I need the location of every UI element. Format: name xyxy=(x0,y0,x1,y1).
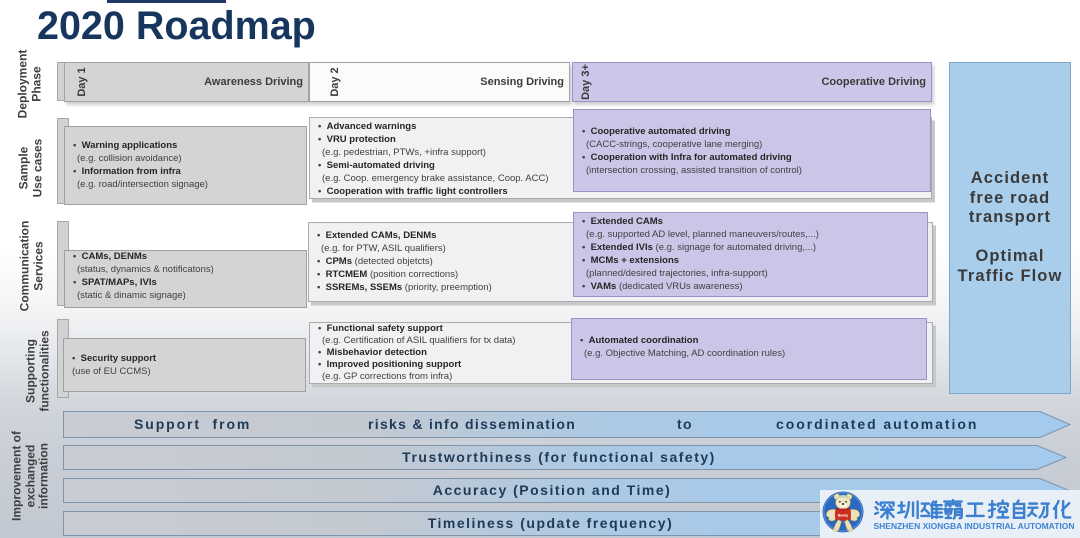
svg-text:Bawty: Bawty xyxy=(838,513,849,517)
